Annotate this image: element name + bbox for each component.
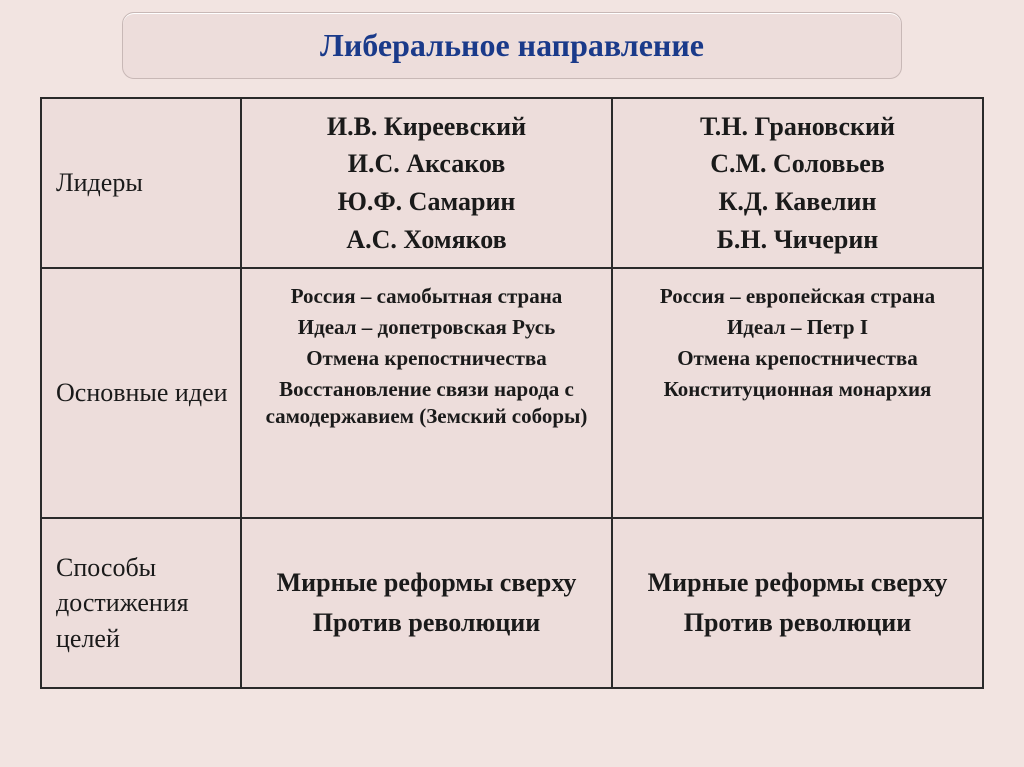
method-item: Мирные реформы сверху	[252, 565, 601, 601]
leader-name: Ю.Ф. Самарин	[252, 183, 601, 221]
leader-name: А.С. Хомяков	[252, 221, 601, 259]
idea-item: Россия – европейская страна	[623, 283, 972, 310]
idea-item: Идеал – допетровская Русь	[252, 314, 601, 341]
ideas-right-cell: Россия – европейская страна Идеал – Петр…	[612, 268, 983, 518]
page-title: Либеральное направление	[143, 27, 881, 64]
row-label-leaders: Лидеры	[41, 98, 241, 268]
method-item: Против революции	[252, 605, 601, 641]
idea-item: Идеал – Петр I	[623, 314, 972, 341]
leaders-right-cell: Т.Н. Грановский С.М. Соловьев К.Д. Кавел…	[612, 98, 983, 268]
comparison-table: Лидеры И.В. Киреевский И.С. Аксаков Ю.Ф.…	[40, 97, 984, 689]
idea-item: Россия – самобытная страна	[252, 283, 601, 310]
leader-name: С.М. Соловьев	[623, 145, 972, 183]
leader-name: К.Д. Кавелин	[623, 183, 972, 221]
title-bar: Либеральное направление	[122, 12, 902, 79]
leader-name: Т.Н. Грановский	[623, 108, 972, 146]
row-label-methods: Способы достижения целей	[41, 518, 241, 688]
leader-name: И.В. Киреевский	[252, 108, 601, 146]
idea-item: Отмена крепостничества	[252, 345, 601, 372]
idea-item: Конституционная монархия	[623, 376, 972, 403]
leaders-left-cell: И.В. Киреевский И.С. Аксаков Ю.Ф. Самари…	[241, 98, 612, 268]
table-row: Основные идеи Россия – самобытная страна…	[41, 268, 983, 518]
method-item: Против революции	[623, 605, 972, 641]
idea-item: Отмена крепостничества	[623, 345, 972, 372]
methods-left-cell: Мирные реформы сверху Против революции	[241, 518, 612, 688]
leader-name: Б.Н. Чичерин	[623, 221, 972, 259]
table-row: Лидеры И.В. Киреевский И.С. Аксаков Ю.Ф.…	[41, 98, 983, 268]
ideas-left-cell: Россия – самобытная страна Идеал – допет…	[241, 268, 612, 518]
method-item: Мирные реформы сверху	[623, 565, 972, 601]
row-label-ideas: Основные идеи	[41, 268, 241, 518]
table-row: Способы достижения целей Мирные реформы …	[41, 518, 983, 688]
idea-item: Восстановление связи народа с самодержав…	[252, 376, 601, 430]
leader-name: И.С. Аксаков	[252, 145, 601, 183]
methods-right-cell: Мирные реформы сверху Против революции	[612, 518, 983, 688]
